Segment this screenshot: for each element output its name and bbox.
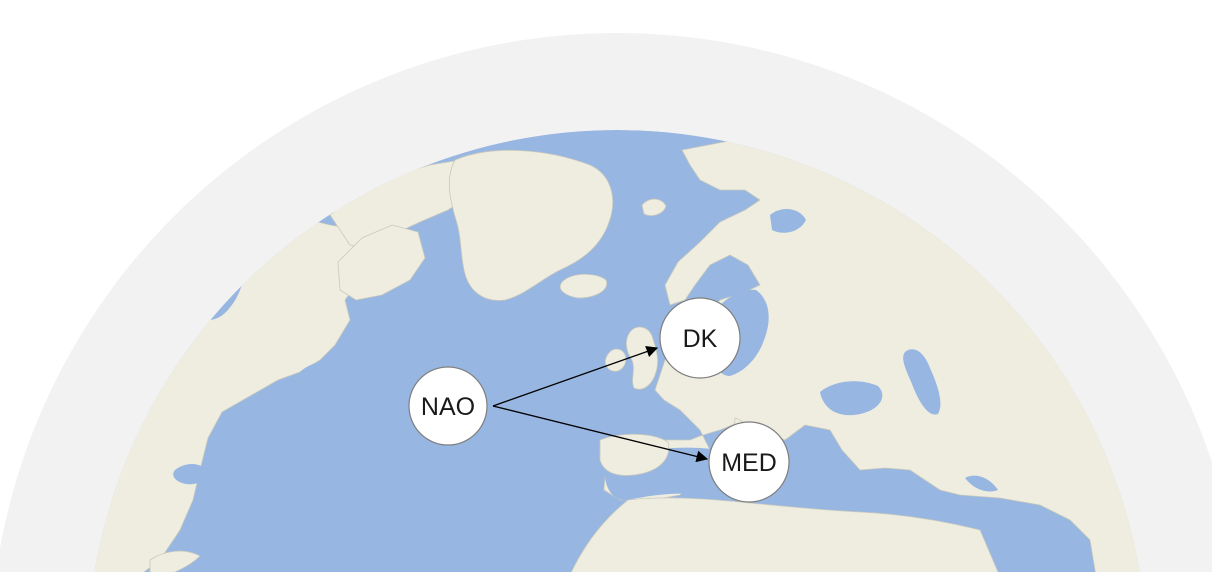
node-dk-circle [659,297,741,379]
node-med-label: MED [721,449,777,477]
water-white-sea [770,208,806,233]
node-med: MED [708,421,790,503]
water-st-lawrence [300,361,340,379]
node-dk-label: DK [683,325,718,353]
land-greenland [448,149,614,301]
land-baffin-island [337,224,426,301]
land-svalbard [641,198,667,216]
edge-nao-med [492,405,709,463]
edge-nao-dk [492,345,659,407]
node-med-circle [708,421,790,503]
land-africa [559,497,1011,572]
land-central-america [149,550,201,572]
water-great-lakes [173,464,207,485]
land-iberia [599,433,670,476]
node-dk: DK [659,297,741,379]
land-iceland [559,273,608,299]
node-nao: NAO [408,366,488,446]
water-black-sea [820,381,883,416]
node-nao-circle [408,366,488,446]
edges [492,345,709,463]
node-nao-label: NAO [421,393,475,421]
water-caspian-sea [903,349,941,415]
land-ireland [604,348,627,372]
water-persian-gulf [965,475,998,492]
